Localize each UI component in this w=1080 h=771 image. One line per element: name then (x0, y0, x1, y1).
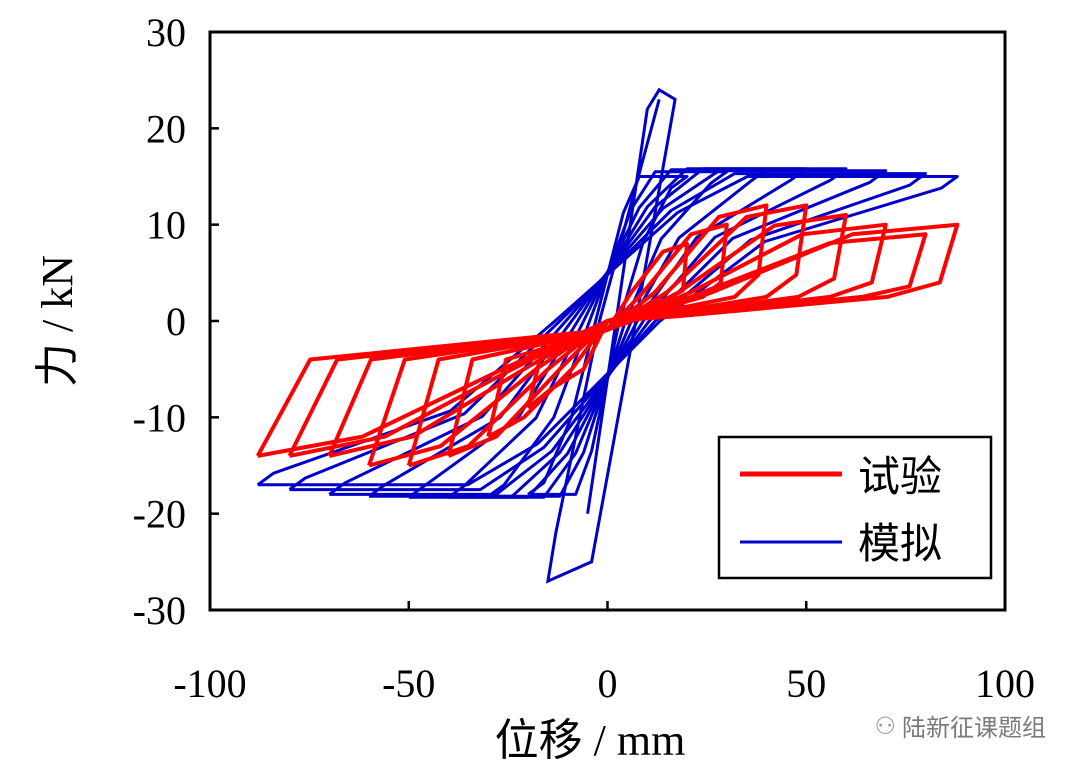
legend-label-simulation: 模拟 (858, 522, 942, 568)
x-tick-label: 100 (975, 661, 1035, 706)
x-tick-label: -100 (173, 661, 246, 706)
legend-box (717, 435, 993, 580)
x-tick-label: 50 (786, 661, 826, 706)
watermark: ⚇ 陆新征课题组 (874, 708, 1046, 743)
y-tick-label: 30 (146, 10, 186, 55)
y-axis-label: 力 / kN (33, 255, 82, 387)
x-tick-label: 0 (598, 661, 618, 706)
y-tick-label: 10 (146, 203, 186, 248)
test-loop (255, 222, 960, 458)
y-tick-label: 20 (146, 106, 186, 151)
wechat-icon: ⚇ (874, 711, 896, 740)
legend-label-test: 试验 (858, 454, 942, 501)
x-axis-label: 位移 / mm (495, 716, 686, 765)
y-tick-label: -30 (133, 588, 186, 633)
simulation-loop (328, 169, 888, 496)
y-tick-label: -20 (133, 492, 186, 537)
simulation-loop (256, 175, 959, 487)
simulation-loop (487, 170, 729, 498)
y-tick-label: -10 (133, 395, 186, 440)
watermark-text: 陆新征课题组 (902, 714, 1046, 742)
x-tick-label: -50 (382, 661, 435, 706)
y-tick-label: 0 (166, 299, 186, 344)
test-loop (367, 213, 848, 468)
series-layer (255, 87, 960, 584)
legend: 试验 模拟 (717, 435, 993, 580)
simulation-loop (288, 172, 927, 492)
